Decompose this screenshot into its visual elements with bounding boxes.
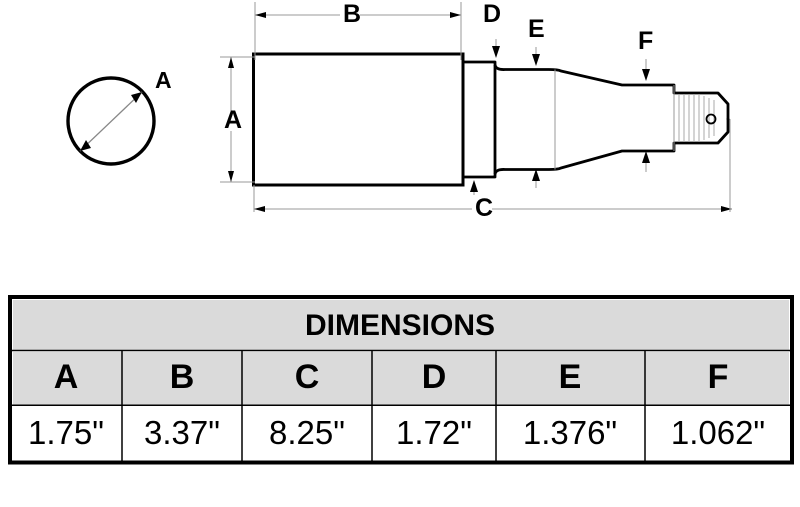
svg-text:B: B xyxy=(343,0,361,28)
svg-text:E: E xyxy=(559,358,582,396)
svg-text:F: F xyxy=(708,358,729,396)
svg-text:F: F xyxy=(638,27,653,55)
svg-text:D: D xyxy=(422,358,447,396)
svg-text:D: D xyxy=(483,0,501,28)
svg-text:1.376": 1.376" xyxy=(523,414,617,451)
svg-text:C: C xyxy=(475,194,493,222)
svg-text:DIMENSIONS: DIMENSIONS xyxy=(305,309,495,342)
svg-text:1.062": 1.062" xyxy=(671,414,765,451)
svg-text:A: A xyxy=(54,358,79,396)
svg-text:8.25": 8.25" xyxy=(269,414,345,451)
svg-text:E: E xyxy=(528,15,545,43)
svg-text:A: A xyxy=(224,106,242,134)
svg-text:C: C xyxy=(295,358,320,396)
svg-text:B: B xyxy=(170,358,195,396)
svg-text:A: A xyxy=(155,67,172,93)
svg-text:3.37": 3.37" xyxy=(144,414,220,451)
svg-text:1.75": 1.75" xyxy=(28,414,104,451)
svg-text:1.72": 1.72" xyxy=(396,414,472,451)
